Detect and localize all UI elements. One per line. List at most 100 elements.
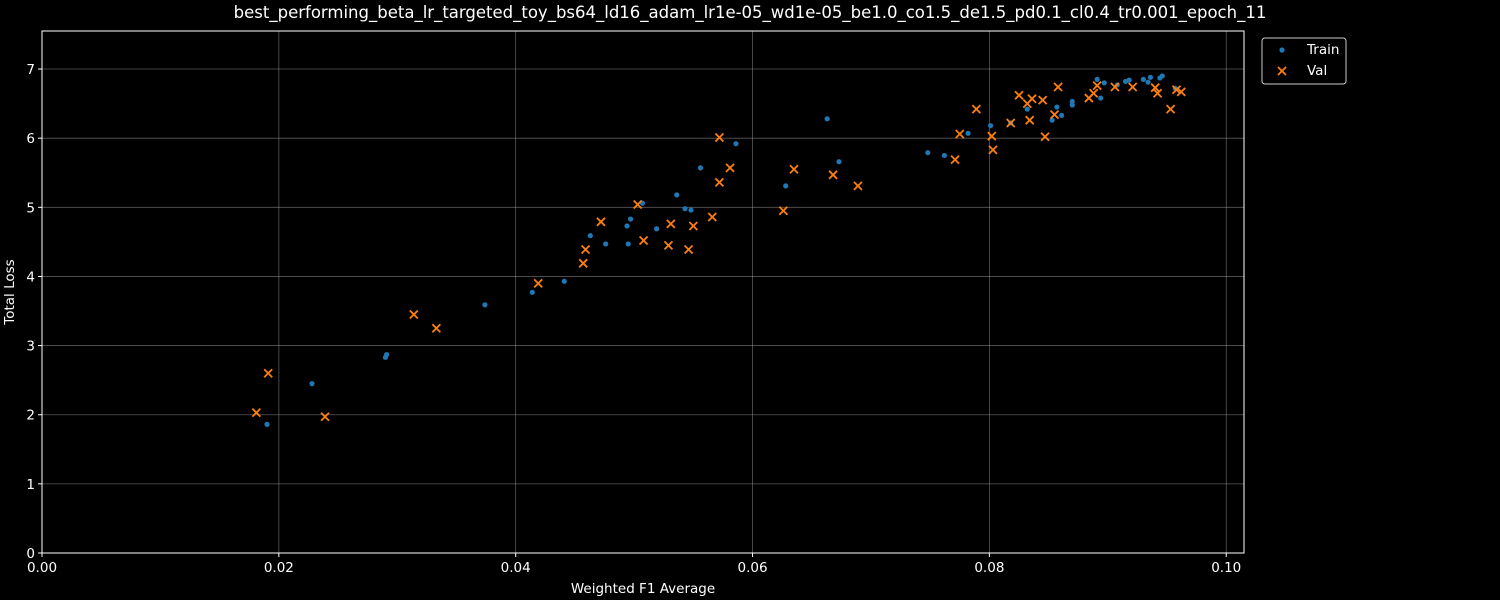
val-point bbox=[1150, 83, 1160, 93]
val-point bbox=[1128, 82, 1138, 92]
train-point bbox=[654, 226, 660, 232]
val-point bbox=[251, 408, 261, 418]
val-point bbox=[431, 323, 441, 333]
val-point bbox=[1176, 87, 1186, 97]
x-tick-label: 0.04 bbox=[501, 560, 531, 576]
x-tick-label: 0.10 bbox=[1211, 560, 1241, 576]
train-point bbox=[1140, 76, 1146, 82]
train-point bbox=[1145, 79, 1151, 85]
val-point bbox=[714, 177, 725, 188]
val-point bbox=[1092, 80, 1102, 91]
legend-train-label: Train bbox=[1306, 42, 1339, 58]
grid bbox=[41, 31, 1244, 554]
train-point bbox=[941, 152, 947, 159]
x-axis-label: Weighted F1 Average bbox=[571, 581, 715, 597]
val-point bbox=[1165, 104, 1176, 114]
train-point bbox=[965, 130, 971, 136]
legend-val-marker bbox=[1277, 66, 1287, 76]
train-point bbox=[384, 351, 390, 358]
val-point bbox=[955, 129, 965, 139]
train-point bbox=[1094, 76, 1100, 82]
train-point bbox=[624, 223, 630, 229]
val-point bbox=[1006, 118, 1016, 128]
plot-frame bbox=[41, 30, 1245, 554]
train-point bbox=[1098, 95, 1104, 101]
y-tick-label: 5 bbox=[26, 200, 35, 216]
val-point bbox=[950, 154, 960, 165]
train-point bbox=[783, 183, 789, 189]
train-point bbox=[1024, 106, 1030, 112]
train-point bbox=[1069, 98, 1075, 105]
val-point bbox=[778, 206, 788, 216]
train-point bbox=[1126, 77, 1132, 83]
val-point bbox=[725, 163, 735, 173]
y-tick-label: 1 bbox=[26, 477, 35, 493]
train-point bbox=[561, 278, 567, 284]
train-point bbox=[682, 206, 688, 212]
train-point bbox=[824, 116, 830, 122]
y-tick-label: 0 bbox=[26, 546, 35, 562]
val-point bbox=[1038, 95, 1048, 105]
legend: Train Val bbox=[1261, 37, 1347, 85]
train-point bbox=[627, 216, 634, 222]
train-point bbox=[1059, 112, 1065, 118]
train-point bbox=[674, 192, 680, 198]
val-point bbox=[988, 145, 998, 155]
legend-train-marker bbox=[1279, 47, 1285, 53]
y-tick-label: 7 bbox=[26, 62, 35, 78]
val-point bbox=[1014, 90, 1024, 100]
train-point bbox=[688, 207, 694, 213]
train-point bbox=[1054, 104, 1060, 110]
val-point bbox=[663, 240, 674, 250]
train-point bbox=[697, 165, 704, 171]
val-point bbox=[580, 244, 591, 255]
x-tick-label: 0.00 bbox=[27, 560, 57, 576]
val-point bbox=[409, 309, 419, 320]
train-point bbox=[925, 150, 931, 156]
x-tick-label: 0.02 bbox=[264, 560, 294, 576]
chart-title: best_performing_beta_lr_targeted_toy_bs6… bbox=[234, 3, 1267, 23]
train-point bbox=[733, 141, 739, 147]
axis-ticks: 0.00 0.02 0.04 0.06 0.08 0.10 0 1 2 3 4 5 6 7 bbox=[26, 62, 1241, 576]
val-point bbox=[263, 368, 273, 378]
train-point bbox=[309, 381, 315, 387]
val-point bbox=[683, 244, 694, 255]
val-point bbox=[666, 219, 676, 229]
val-point bbox=[638, 235, 649, 246]
val-point bbox=[853, 181, 863, 191]
data-points bbox=[251, 73, 1186, 428]
y-tick-label: 4 bbox=[26, 269, 35, 285]
val-point bbox=[533, 278, 543, 288]
legend-val-label: Val bbox=[1307, 63, 1327, 79]
y-tick-label: 2 bbox=[26, 408, 35, 424]
val-point bbox=[1053, 82, 1063, 92]
train-point bbox=[836, 159, 842, 165]
train-point bbox=[587, 233, 593, 239]
y-tick-label: 6 bbox=[26, 131, 35, 147]
train-point bbox=[1159, 73, 1165, 79]
x-tick-label: 0.08 bbox=[974, 560, 1004, 576]
train-point bbox=[987, 123, 994, 129]
train-point bbox=[529, 289, 535, 295]
val-point bbox=[1027, 94, 1037, 104]
val-point bbox=[987, 131, 997, 141]
y-tick-label: 3 bbox=[26, 339, 35, 355]
val-point bbox=[688, 221, 698, 231]
val-point bbox=[1040, 132, 1050, 142]
val-point bbox=[578, 258, 588, 268]
train-point bbox=[1101, 80, 1107, 86]
train-point bbox=[603, 241, 609, 247]
x-tick-label: 0.06 bbox=[738, 560, 768, 576]
train-point bbox=[482, 302, 488, 308]
val-point bbox=[1171, 85, 1182, 95]
val-point bbox=[714, 132, 725, 143]
val-point bbox=[596, 217, 606, 227]
train-point bbox=[1147, 74, 1154, 80]
val-point bbox=[707, 212, 717, 222]
val-point bbox=[1152, 88, 1163, 98]
val-point bbox=[971, 104, 981, 114]
val-point bbox=[828, 170, 838, 180]
val-point bbox=[1088, 88, 1099, 98]
val-point bbox=[1049, 110, 1060, 120]
